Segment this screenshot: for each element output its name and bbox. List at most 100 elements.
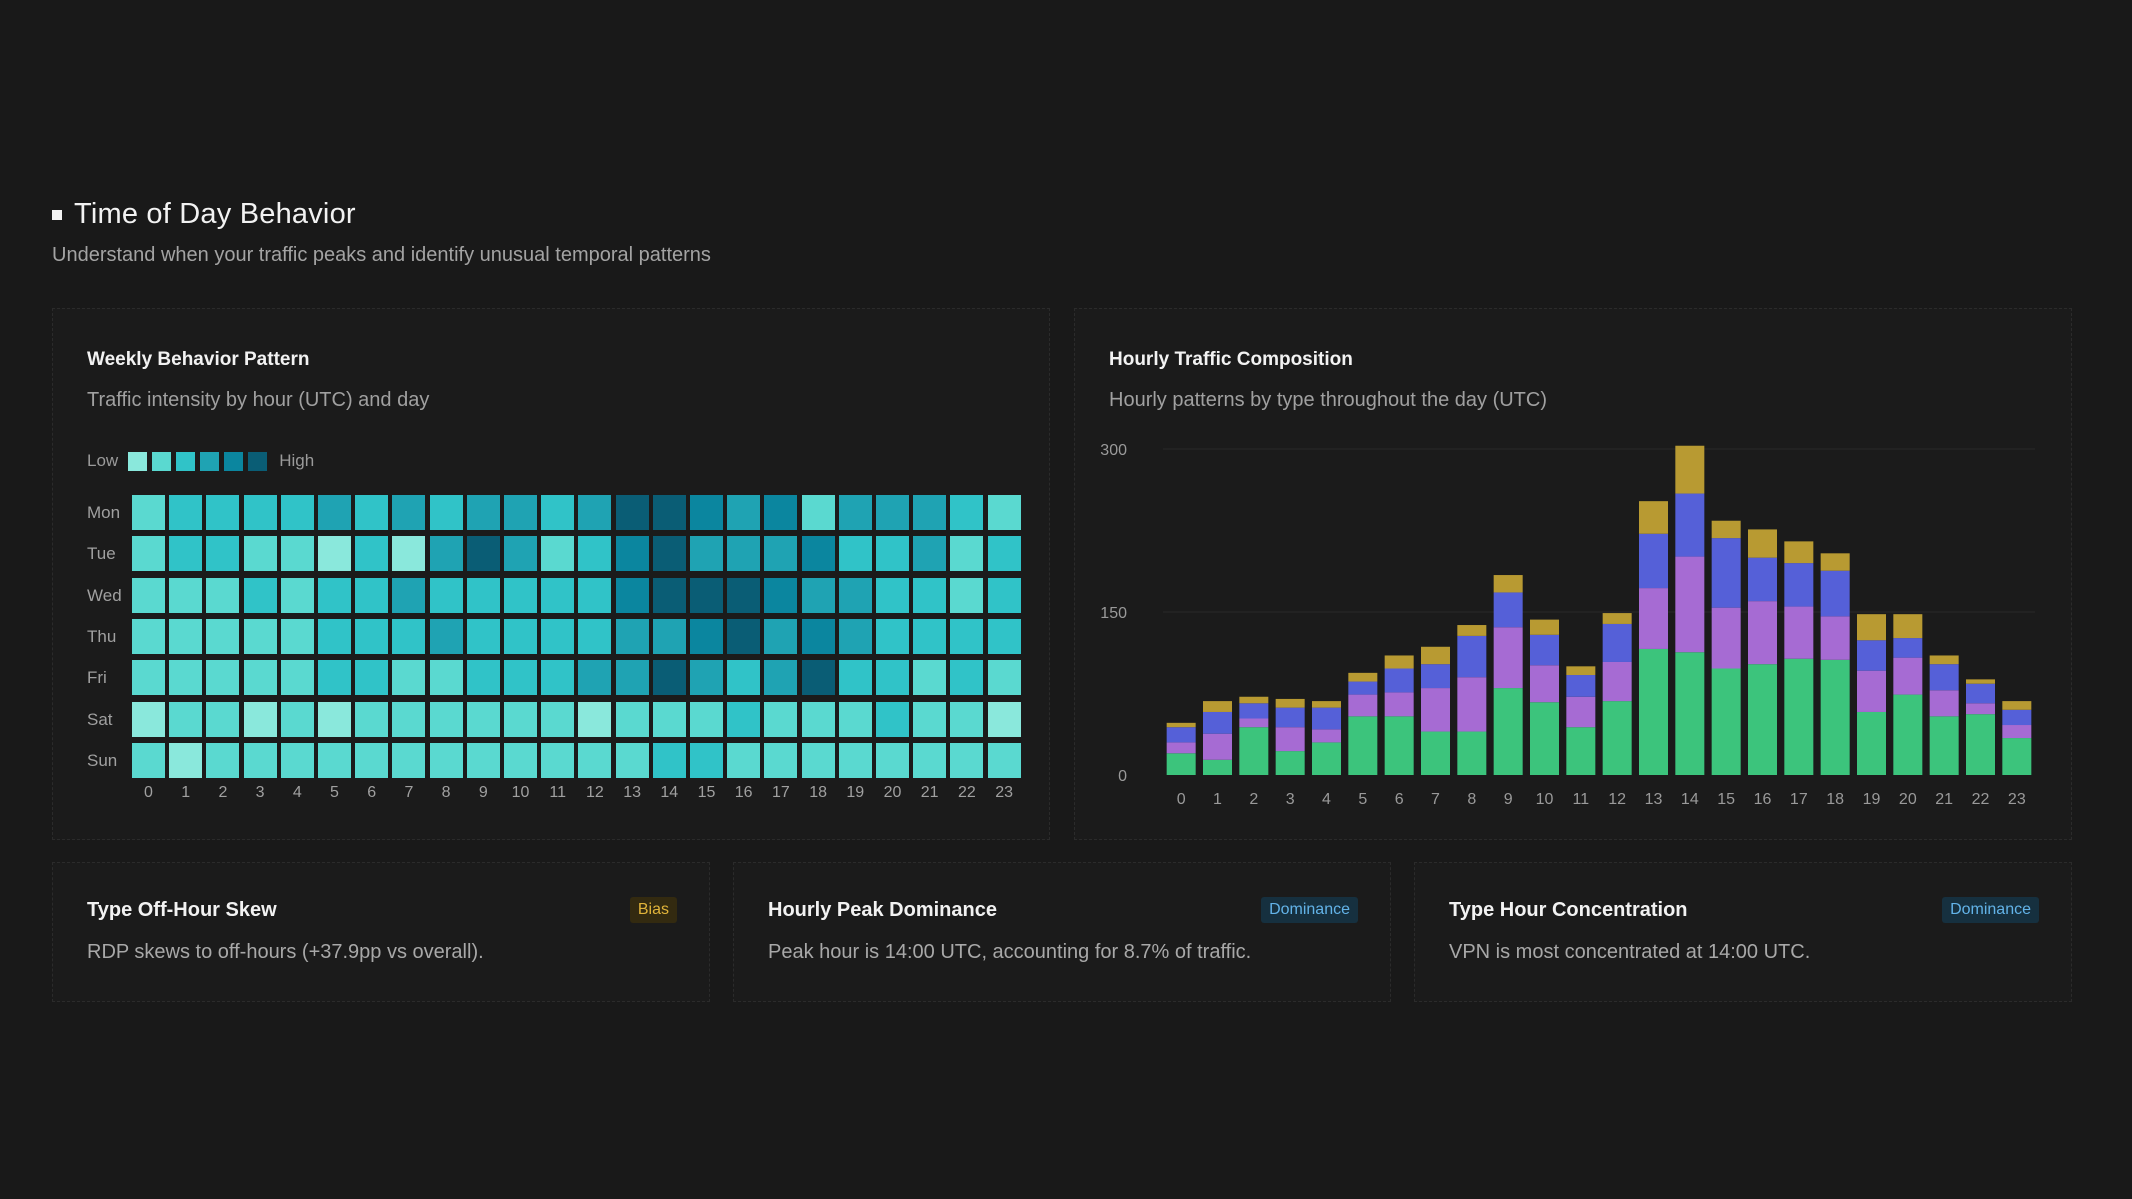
bar-segment[interactable] (1748, 557, 1777, 602)
bar-segment[interactable] (1675, 493, 1705, 557)
heatmap-cell[interactable] (652, 701, 686, 737)
bar-segment[interactable] (1784, 658, 1814, 775)
bar-segment[interactable] (1421, 731, 1450, 775)
bar-segment[interactable] (1348, 672, 1378, 682)
bar-segment[interactable] (2002, 738, 2032, 775)
heatmap-cell[interactable] (392, 536, 426, 572)
heatmap-cell[interactable] (243, 660, 277, 696)
heatmap-cell[interactable] (801, 536, 835, 572)
bar-segment[interactable] (1893, 694, 1923, 775)
heatmap-cell[interactable] (987, 536, 1021, 572)
heatmap-cell[interactable] (913, 618, 947, 654)
heatmap-cell[interactable] (318, 536, 351, 572)
bar-segment[interactable] (1566, 675, 1596, 697)
heatmap-cell[interactable] (541, 618, 575, 654)
bar-segment[interactable] (1312, 707, 1341, 730)
heatmap-cell[interactable] (652, 577, 686, 613)
bar-segment[interactable] (1929, 664, 1959, 691)
heatmap-cell[interactable] (541, 536, 575, 572)
heatmap-cell[interactable] (318, 618, 351, 654)
heatmap-cell[interactable] (318, 660, 351, 696)
heatmap-cell[interactable] (950, 495, 984, 530)
heatmap-cell[interactable] (876, 618, 909, 654)
bar-segment[interactable] (1566, 696, 1596, 728)
heatmap-cell[interactable] (355, 742, 389, 778)
bar-segment[interactable] (1239, 696, 1269, 704)
heatmap-cell[interactable] (578, 618, 612, 654)
heatmap-cell[interactable] (206, 618, 240, 654)
bar-segment[interactable] (1639, 648, 1668, 775)
heatmap-cell[interactable] (132, 742, 165, 778)
heatmap-cell[interactable] (950, 618, 984, 654)
bar-segment[interactable] (1384, 716, 1414, 775)
heatmap-cell[interactable] (615, 660, 649, 696)
heatmap-cell[interactable] (318, 495, 351, 530)
heatmap-cell[interactable] (206, 495, 240, 530)
heatmap-cell[interactable] (615, 618, 649, 654)
heatmap-cell[interactable] (466, 495, 500, 530)
bar-segment[interactable] (1820, 553, 1850, 571)
heatmap-cell[interactable] (913, 495, 947, 530)
heatmap-cell[interactable] (392, 701, 426, 737)
heatmap-cell[interactable] (578, 536, 612, 572)
heatmap-cell[interactable] (764, 660, 798, 696)
heatmap-cell[interactable] (132, 660, 165, 696)
bar-segment[interactable] (1203, 759, 1232, 775)
heatmap-cell[interactable] (206, 536, 240, 572)
heatmap-cell[interactable] (206, 701, 240, 737)
insight-card-hour-concentration[interactable]: Type Hour Concentration Dominance VPN is… (1414, 862, 2072, 1002)
heatmap-cell[interactable] (504, 577, 537, 613)
heatmap-cell[interactable] (690, 495, 723, 530)
heatmap-cell[interactable] (987, 660, 1021, 696)
bar-segment[interactable] (1711, 538, 1741, 608)
bar-segment[interactable] (1530, 702, 1559, 775)
bar-segment[interactable] (1312, 701, 1341, 708)
heatmap-cell[interactable] (132, 618, 165, 654)
heatmap-cell[interactable] (987, 742, 1021, 778)
bar-segment[interactable] (1457, 625, 1487, 636)
bar-segment[interactable] (2002, 701, 2032, 710)
insight-card-off-hour-skew[interactable]: Type Off-Hour Skew Bias RDP skews to off… (52, 862, 710, 1002)
heatmap-cell[interactable] (690, 577, 723, 613)
bar-segment[interactable] (1711, 607, 1741, 669)
heatmap-cell[interactable] (801, 577, 835, 613)
bar-segment[interactable] (1857, 670, 1886, 712)
heatmap-cell[interactable] (838, 660, 872, 696)
bar-segment[interactable] (1602, 623, 1632, 662)
heatmap-cell[interactable] (950, 577, 984, 613)
heatmap-cell[interactable] (541, 495, 575, 530)
heatmap-cell[interactable] (950, 742, 984, 778)
heatmap-cell[interactable] (169, 536, 203, 572)
heatmap-cell[interactable] (838, 536, 872, 572)
heatmap-cell[interactable] (243, 495, 277, 530)
bar-segment[interactable] (1966, 714, 1995, 775)
heatmap-cell[interactable] (727, 495, 761, 530)
bar-segment[interactable] (1457, 677, 1487, 732)
heatmap-cell[interactable] (280, 495, 314, 530)
heatmap-cell[interactable] (466, 577, 500, 613)
heatmap-cell[interactable] (764, 495, 798, 530)
bar-segment[interactable] (1857, 640, 1886, 671)
heatmap-cell[interactable] (466, 660, 500, 696)
heatmap-cell[interactable] (206, 660, 240, 696)
heatmap-cell[interactable] (950, 536, 984, 572)
bar-segment[interactable] (1602, 661, 1632, 702)
bar-segment[interactable] (1711, 520, 1741, 539)
bar-segment[interactable] (1203, 711, 1232, 734)
bar-segment[interactable] (1275, 707, 1305, 728)
heatmap-cell[interactable] (392, 577, 426, 613)
bar-segment[interactable] (1820, 570, 1850, 617)
heatmap-cell[interactable] (429, 618, 463, 654)
heatmap-cell[interactable] (541, 742, 575, 778)
bar-segment[interactable] (1566, 727, 1596, 775)
heatmap-cell[interactable] (243, 701, 277, 737)
heatmap-cell[interactable] (318, 742, 351, 778)
bar-segment[interactable] (1675, 652, 1705, 775)
bar-segment[interactable] (1493, 688, 1523, 775)
bar-segment[interactable] (1239, 703, 1269, 719)
bar-segment[interactable] (1457, 635, 1487, 678)
heatmap-cell[interactable] (764, 742, 798, 778)
heatmap-cell[interactable] (838, 618, 872, 654)
bar-segment[interactable] (1602, 701, 1632, 775)
bar-segment[interactable] (1384, 668, 1414, 693)
